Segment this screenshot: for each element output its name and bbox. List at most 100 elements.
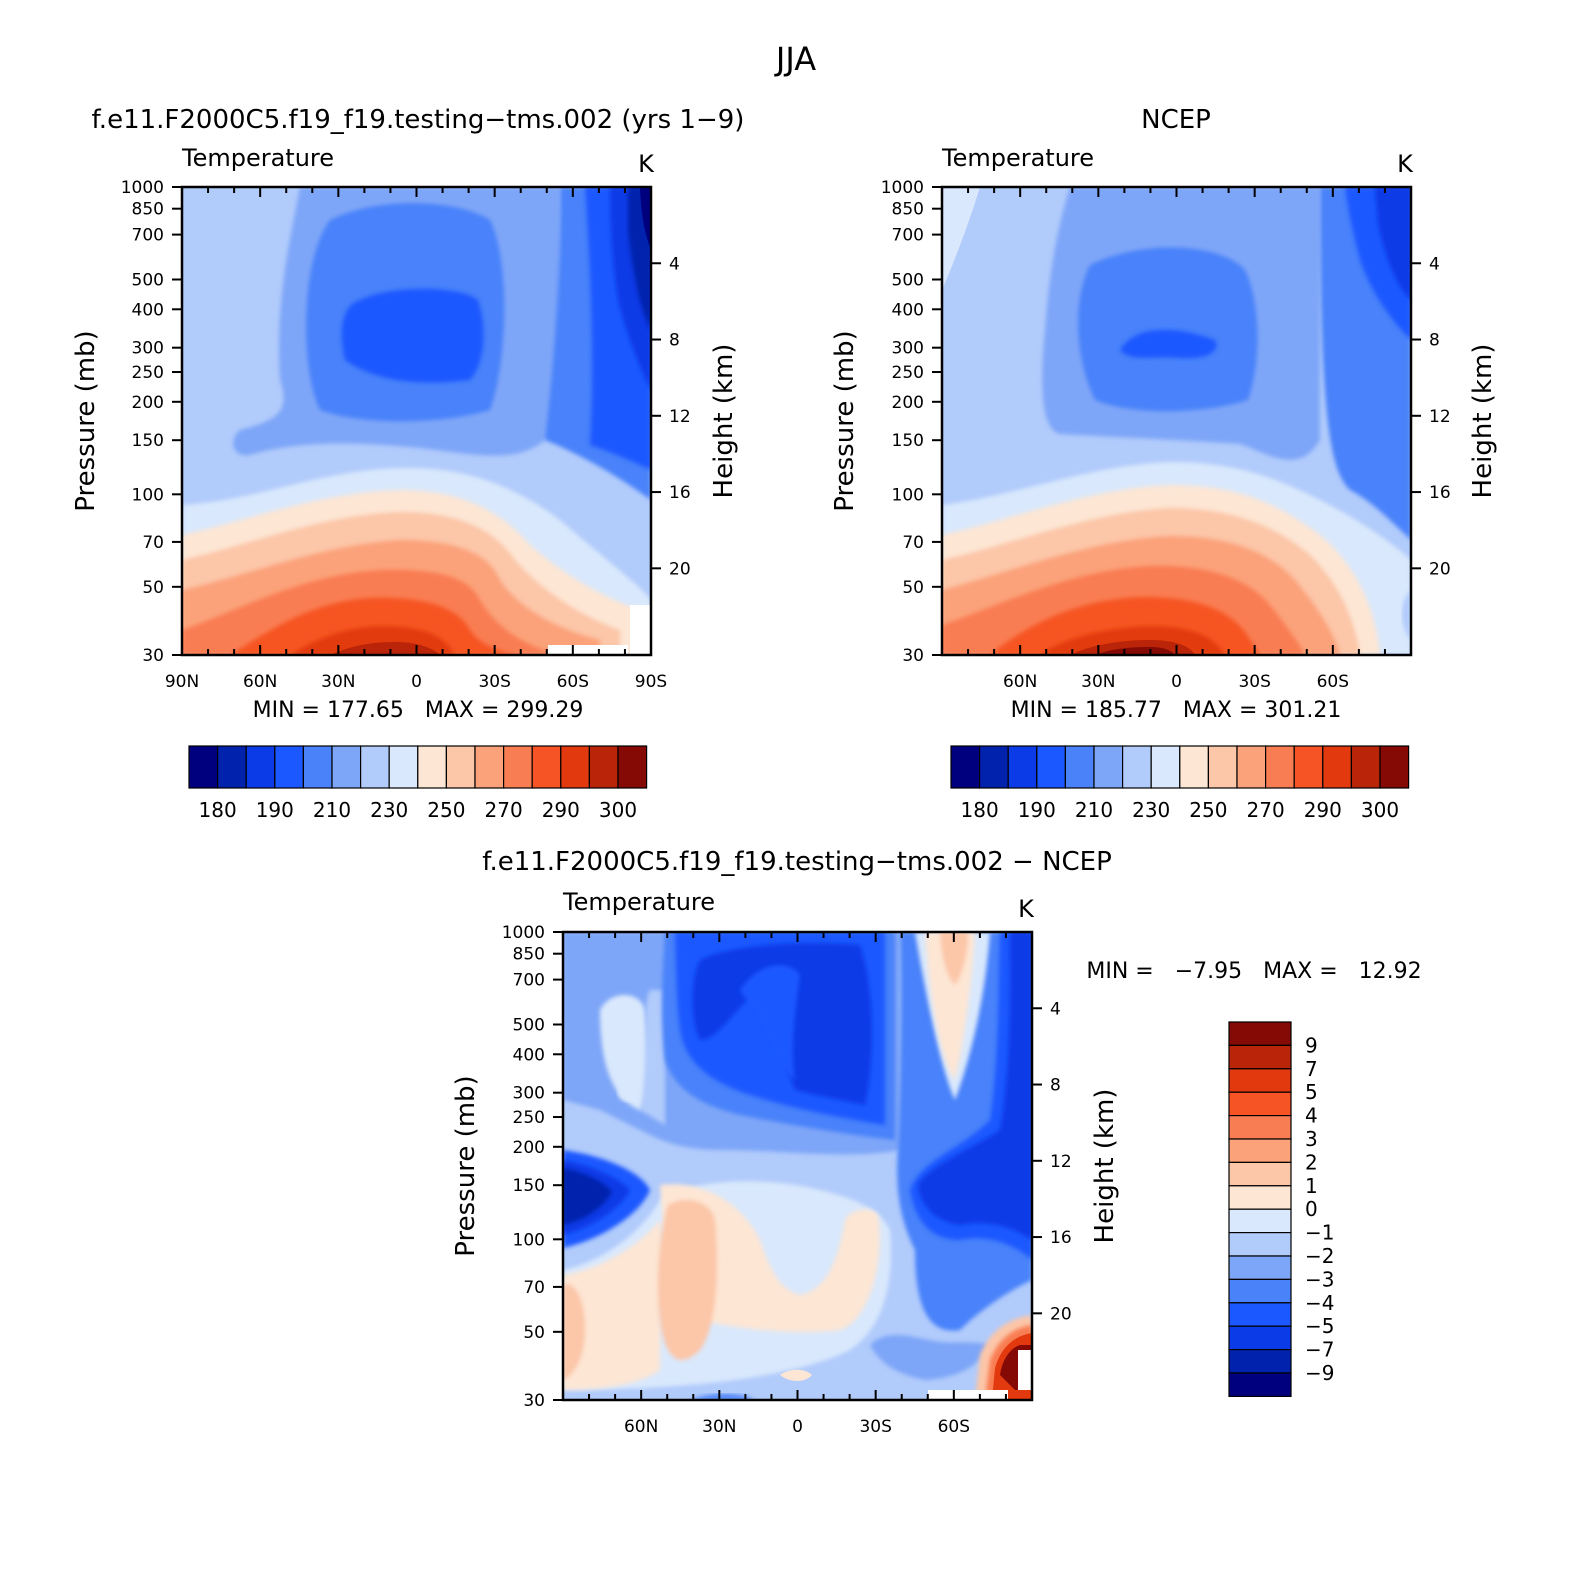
y-tick-label: 250 <box>132 363 164 383</box>
y2-axis-title: Height (km) <box>1090 1089 1120 1244</box>
colorbar-swatch <box>1207 745 1238 789</box>
x-tick-label: 0 <box>411 672 422 692</box>
y2-ticks: 20 16 12 8 4 <box>651 254 691 579</box>
y-tick-label: 70 <box>523 1278 545 1298</box>
y-tick-label: 700 <box>513 971 545 991</box>
x-tick-label: 30S <box>859 1417 891 1437</box>
colorbar-label: 210 <box>313 798 351 822</box>
panel-title: f.e11.F2000C5.f19_f19.testing−tms.002 − … <box>482 847 1112 877</box>
y2-tick-label: 12 <box>669 407 691 427</box>
colorbar-swatch <box>1228 1021 1292 1046</box>
contour-band <box>690 1394 755 1400</box>
colorbar-swatch <box>417 745 447 789</box>
y-axis-title: Pressure (mb) <box>830 330 860 511</box>
colorbar-label: −4 <box>1305 1291 1334 1315</box>
colorbar-label: 4 <box>1305 1104 1318 1128</box>
colorbar-label: 3 <box>1305 1127 1318 1151</box>
contour-band <box>657 1200 717 1360</box>
y-tick-label: 250 <box>513 1108 545 1128</box>
colorbar-label: 250 <box>1189 798 1227 822</box>
x-ticks: 60N 30N 0 30S 60S <box>562 932 1033 1437</box>
colorbar-swatch <box>245 745 276 789</box>
colorbar-swatch <box>1064 745 1095 789</box>
colorbar-swatch <box>1228 1138 1292 1163</box>
units-label: K <box>1018 895 1035 923</box>
colorbar-swatch <box>1293 745 1324 789</box>
y-tick-label: 700 <box>892 226 924 246</box>
contour-band <box>341 288 484 383</box>
colorbar-swatch <box>1228 1255 1292 1280</box>
contour-field <box>563 932 1032 1400</box>
x-ticks: 60N 30N 0 30S 60S <box>941 187 1412 692</box>
y-tick-label: 200 <box>513 1138 545 1158</box>
y-tick-label: 1000 <box>881 178 924 198</box>
contour-band <box>740 965 800 1080</box>
contour-band <box>563 1284 585 1380</box>
colorbar-swatch <box>1228 1091 1292 1117</box>
colorbar-swatch <box>588 745 619 789</box>
x-tick-label: 60N <box>1003 672 1037 692</box>
units-label: K <box>638 150 655 178</box>
colorbar-label: 180 <box>199 798 237 822</box>
colorbar-swatch <box>1228 1302 1292 1327</box>
y2-ticks: 20 16 12 8 4 <box>1032 999 1072 1324</box>
y-tick-label: 100 <box>513 1230 545 1250</box>
panel-ncep: NCEP Temperature K 305070100150200250300… <box>830 105 1498 822</box>
x-tick-label: 0 <box>1171 672 1182 692</box>
y2-tick-label: 8 <box>1050 1076 1061 1096</box>
y-tick-label: 30 <box>902 646 924 666</box>
y2-tick-label: 20 <box>1429 559 1451 579</box>
contour-field <box>182 187 651 655</box>
y-tick-label: 70 <box>142 533 164 553</box>
colorbar-swatch <box>1228 1044 1292 1070</box>
colorbar-swatch <box>1007 745 1038 789</box>
y-tick-label: 700 <box>132 226 164 246</box>
colorbar-label: −7 <box>1305 1338 1334 1362</box>
figure-title: JJA <box>774 40 816 78</box>
x-tick-label: 60N <box>624 1417 658 1437</box>
panel-title: NCEP <box>1141 105 1211 135</box>
contour-band <box>600 995 652 1110</box>
y-tick-label: 300 <box>513 1084 545 1104</box>
missing-region <box>1018 1350 1032 1390</box>
colorbar-swatch <box>302 745 333 789</box>
colorbar-swatch <box>1121 745 1152 789</box>
min-max-text: MIN = 177.65 MAX = 299.29 <box>253 698 584 723</box>
y-tick-label: 250 <box>892 363 924 383</box>
y-tick-label: 50 <box>523 1323 545 1343</box>
colorbar-swatch <box>950 745 981 789</box>
missing-region <box>928 1390 1008 1400</box>
colorbar-swatch <box>1236 745 1267 789</box>
x-tick-label: 0 <box>792 1417 803 1437</box>
colorbar-swatch <box>1350 745 1381 789</box>
colorbar-label: 2 <box>1305 1150 1318 1174</box>
y-tick-label: 150 <box>892 431 924 451</box>
missing-region <box>548 645 628 655</box>
contour-band <box>640 990 665 1125</box>
colorbar-swatch <box>1228 1278 1292 1304</box>
contour-band <box>925 932 975 1080</box>
colorbar-label: 9 <box>1305 1033 1318 1057</box>
colorbar-swatch <box>388 745 419 789</box>
colorbar-swatch <box>978 745 1009 789</box>
panel-difference: f.e11.F2000C5.f19_f19.testing−tms.002 − … <box>451 847 1422 1437</box>
contour-band <box>870 1335 990 1380</box>
y-tick-label: 500 <box>513 1016 545 1036</box>
contour-band <box>918 932 1032 1240</box>
colorbar-label: −1 <box>1305 1221 1334 1245</box>
colorbar-swatch <box>360 745 390 789</box>
colorbar-label: −9 <box>1305 1361 1334 1385</box>
min-max-text: MIN = 185.77 MAX = 301.21 <box>1011 698 1342 723</box>
y-tick-label: 400 <box>132 300 164 320</box>
colorbar-swatch <box>560 745 590 789</box>
colorbar-swatch <box>331 745 362 789</box>
colorbar-swatch <box>503 745 533 789</box>
y-tick-label: 50 <box>902 578 924 598</box>
colorbar-swatch <box>617 745 648 789</box>
colorbar-swatch <box>1228 1325 1292 1351</box>
missing-region <box>630 605 651 655</box>
colorbar-label: 270 <box>1247 798 1285 822</box>
